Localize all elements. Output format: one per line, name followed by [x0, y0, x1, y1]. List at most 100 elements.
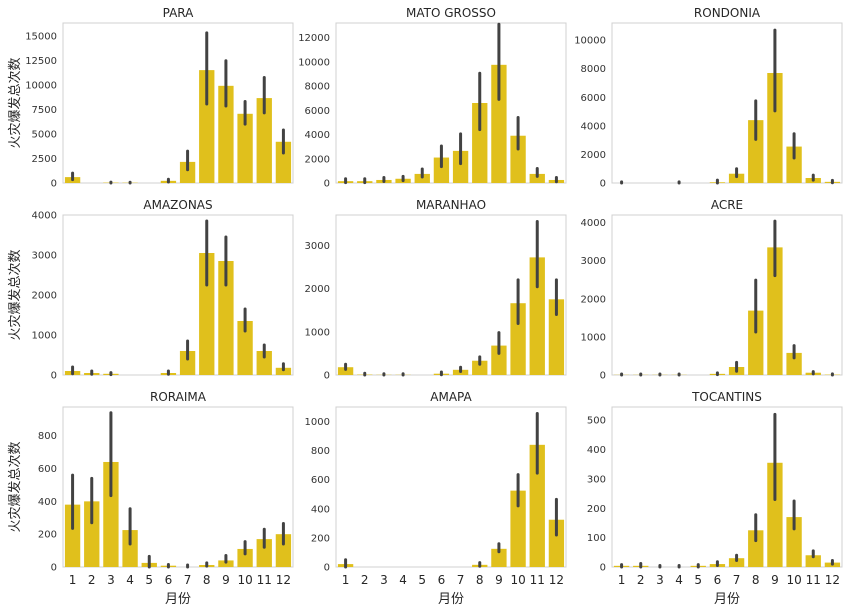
y-tick-label: 2000 — [581, 150, 606, 161]
panel-acre: ACRE 0 1000 2000 3000 4000 — [581, 198, 843, 382]
y-tick-label: 12000 — [298, 33, 330, 44]
x-tick-label: 4 — [399, 573, 407, 587]
y-tick-label: 500 — [587, 416, 606, 427]
y-tick-label: 1000 — [305, 327, 330, 338]
bar-month-11 — [256, 351, 272, 375]
x-tick-label: 11 — [257, 573, 272, 587]
panel-title: TOCANTINS — [691, 390, 762, 404]
bar-month-7 — [452, 150, 469, 183]
x-tick-label: 5 — [145, 573, 153, 587]
x-tick-label: 10 — [237, 573, 252, 587]
bar-month-9 — [218, 85, 234, 183]
y-tick-label: 0 — [324, 563, 330, 574]
x-tick-label: 12 — [549, 573, 564, 587]
x-axis-label: 月份 — [714, 592, 740, 607]
x-tick-label: 6 — [165, 573, 173, 587]
bar-month-8 — [748, 120, 764, 183]
y-tick-label: 600 — [38, 464, 57, 475]
y-tick-label: 200 — [587, 504, 606, 515]
bar-month-6 — [433, 157, 450, 183]
bar-month-12 — [275, 141, 292, 183]
y-tick-label: 2000 — [32, 291, 57, 302]
bar-month-8 — [199, 253, 215, 375]
y-tick-label: 3000 — [581, 256, 606, 267]
bar-month-11 — [529, 257, 545, 375]
panel-title: RORAIMA — [150, 390, 207, 404]
y-tick-label: 800 — [38, 431, 57, 442]
x-tick-label: 8 — [203, 573, 211, 587]
x-tick-label: 1 — [618, 573, 626, 587]
y-tick-label: 3000 — [305, 241, 330, 252]
axes-frame — [335, 406, 567, 568]
bar-month-10 — [786, 352, 802, 375]
axes-frame — [335, 22, 567, 184]
bar-month-10 — [237, 548, 253, 567]
y-tick-label: 4000 — [32, 211, 57, 222]
x-tick-label: 9 — [222, 573, 230, 587]
x-tick-label: 2 — [361, 573, 369, 587]
y-tick-label: 200 — [311, 533, 330, 544]
panel-para: PARA 0 2500 5000 7500 10000 12500 15000 火灾爆发总次数 — [7, 6, 294, 190]
bar-month-10 — [510, 490, 526, 567]
x-tick-label: 5 — [418, 573, 426, 587]
x-tick-label: 10 — [786, 573, 801, 587]
y-tick-label: 8000 — [581, 64, 606, 75]
axes-frame — [611, 406, 843, 568]
x-tick-label: 8 — [476, 573, 484, 587]
x-tick-label: 9 — [495, 573, 503, 587]
bar-month-11 — [805, 555, 821, 567]
panel-title: ACRE — [711, 198, 743, 212]
bar-month-3 — [103, 461, 119, 567]
bar-month-9 — [218, 261, 234, 375]
y-tick-label: 200 — [38, 530, 57, 541]
bar-month-9 — [491, 548, 507, 567]
y-tick-label: 100 — [587, 533, 606, 544]
x-axis-label: 月份 — [165, 592, 191, 607]
bar-month-7 — [179, 351, 196, 375]
x-tick-label: 6 — [438, 573, 446, 587]
y-tick-label: 600 — [311, 475, 330, 486]
y-tick-label: 2500 — [32, 154, 57, 165]
y-tick-label: 0 — [324, 371, 330, 382]
y-tick-label: 0 — [600, 179, 606, 190]
bar-month-4 — [122, 530, 138, 567]
y-tick-label: 800 — [311, 446, 330, 457]
bar-month-10 — [237, 321, 253, 375]
bar-month-9 — [767, 247, 783, 375]
y-tick-label: 4000 — [305, 130, 330, 141]
bar-month-10 — [237, 113, 253, 183]
x-tick-label: 9 — [771, 573, 779, 587]
y-tick-label: 400 — [38, 497, 57, 508]
y-tick-label: 7500 — [32, 105, 57, 116]
panel-title: MARANHAO — [416, 198, 486, 212]
bar-month-7 — [728, 173, 745, 183]
y-tick-label: 6000 — [581, 93, 606, 104]
y-tick-label: 1000 — [581, 332, 606, 343]
x-tick-label: 3 — [107, 573, 115, 587]
y-tick-label: 10000 — [574, 36, 606, 47]
y-tick-label: 0 — [324, 179, 330, 190]
y-tick-label: 10000 — [25, 80, 57, 91]
bar-month-11 — [256, 98, 272, 183]
bar-month-2 — [84, 501, 100, 567]
y-tick-label: 0 — [51, 563, 57, 574]
y-axis-label: 火灾爆发总次数 — [7, 441, 23, 532]
axes-frame — [62, 214, 294, 376]
x-tick-label: 2 — [88, 573, 96, 587]
panel-title: PARA — [163, 6, 195, 20]
panel-amazonas: AMAZONAS 0 1000 2000 3000 4000 火灾爆发总次数 — [7, 198, 294, 382]
bar-month-5 — [414, 173, 430, 183]
x-tick-label: 3 — [380, 573, 388, 587]
y-tick-label: 0 — [51, 371, 57, 382]
x-tick-label: 11 — [806, 573, 821, 587]
bar-month-9 — [491, 64, 507, 183]
x-tick-label: 12 — [276, 573, 291, 587]
bar-month-12 — [275, 367, 292, 375]
bar-month-10 — [786, 517, 802, 567]
x-tick-label: 12 — [825, 573, 840, 587]
x-tick-label: 1 — [69, 573, 77, 587]
bar-month-11 — [529, 173, 545, 183]
bar-month-7 — [179, 161, 196, 183]
